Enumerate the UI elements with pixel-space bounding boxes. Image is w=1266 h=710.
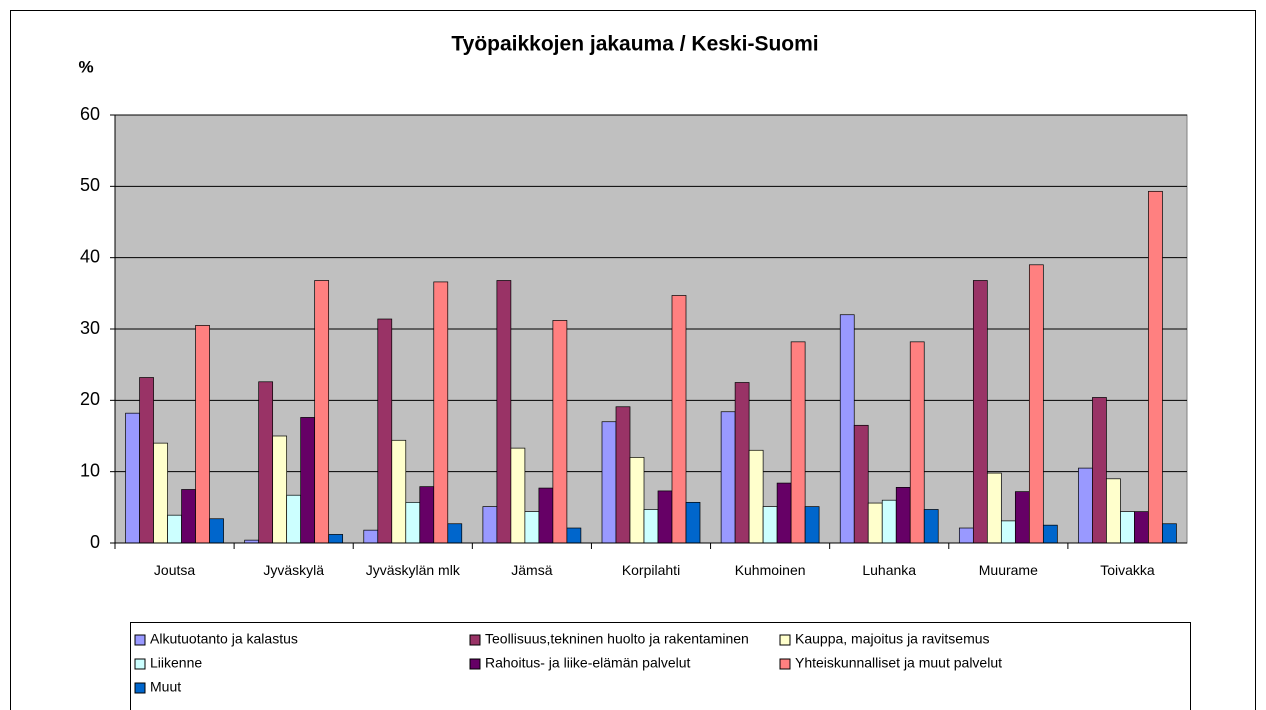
legend-label: Alkutuotanto ja kalastus: [150, 631, 298, 647]
x-tick-label: Muurame: [978, 562, 1038, 578]
legend-swatch: [134, 682, 146, 694]
bar: [657, 490, 673, 544]
bar: [762, 506, 778, 544]
bar: [286, 494, 302, 544]
bar: [986, 472, 1002, 544]
legend-swatch: [779, 634, 791, 646]
bar: [538, 487, 554, 544]
y-axis-label: %: [78, 57, 93, 76]
legend-box: [130, 622, 1191, 710]
bar: [510, 447, 526, 544]
legend-label: Rahoitus- ja liike-elämän palvelut: [485, 655, 691, 671]
y-tick-label: 20: [80, 389, 100, 409]
bar: [1014, 491, 1030, 544]
bar: [153, 442, 168, 544]
legend-label: Liikenne: [150, 655, 202, 671]
x-tick-label: Korpilahti: [621, 562, 681, 578]
x-tick-label: Jämsä: [511, 562, 553, 578]
bar: [1106, 478, 1121, 544]
bar: [1134, 511, 1149, 544]
bar: [496, 280, 512, 544]
bar: [671, 295, 687, 544]
legend-label: Teollisuus,tekninen huolto ja rakentamin…: [485, 631, 749, 647]
bar: [1000, 520, 1016, 544]
y-tick-label: 30: [80, 318, 100, 338]
bar: [125, 412, 140, 544]
bar: [566, 527, 582, 544]
bar: [524, 511, 540, 544]
bar: [405, 501, 421, 544]
legend-label: Muut: [150, 679, 181, 695]
bar: [685, 501, 701, 544]
bar: [601, 421, 617, 544]
x-tick-label: Toivakka: [1100, 562, 1155, 578]
bar: [1162, 523, 1177, 544]
bar: [391, 439, 407, 544]
bar: [1078, 467, 1093, 544]
legend-swatch: [469, 634, 481, 646]
bar: [839, 314, 855, 544]
bar: [958, 527, 974, 544]
bar: [209, 518, 224, 544]
bar: [881, 499, 897, 544]
y-tick-label: 60: [80, 104, 100, 124]
legend-label: Yhteiskunnalliset ja muut palvelut: [795, 655, 1002, 671]
bar: [972, 280, 988, 544]
bar: [419, 486, 435, 544]
bar: [1042, 524, 1058, 544]
bar: [629, 457, 645, 544]
legend-swatch: [469, 658, 481, 670]
x-tick-label: Jyväskylä: [263, 562, 324, 578]
x-tick-label: Jyväskylän mlk: [365, 562, 460, 578]
bar: [181, 489, 196, 544]
y-tick-label: 50: [80, 175, 100, 195]
bar: [1092, 397, 1107, 544]
bar: [923, 509, 939, 544]
bar: [1148, 190, 1163, 544]
bar: [167, 514, 182, 544]
bar: [748, 449, 764, 544]
bar: [377, 318, 393, 544]
bar: [895, 487, 911, 544]
bar: [328, 534, 344, 544]
bar: [139, 377, 154, 544]
bar: [258, 381, 274, 544]
bar: [615, 406, 631, 544]
bar: [853, 424, 869, 544]
bar: [643, 509, 659, 544]
x-tick-label: Kuhmoinen: [734, 562, 806, 578]
bar: [734, 382, 750, 544]
bar: [433, 281, 449, 544]
bar: [300, 417, 316, 544]
bar: [363, 529, 379, 544]
bar: [804, 506, 820, 544]
y-tick-label: 0: [90, 532, 100, 552]
legend-label: Kauppa, majoitus ja ravitsemus: [795, 631, 990, 647]
bar: [1028, 264, 1044, 544]
bar: [909, 341, 925, 544]
bar: [314, 280, 330, 544]
bar: [195, 325, 210, 544]
bar: [552, 320, 568, 544]
bar: [720, 411, 736, 544]
legend-swatch: [779, 658, 791, 670]
bar: [790, 341, 806, 544]
x-tick-label: Luhanka: [862, 562, 917, 578]
bar: [1120, 511, 1135, 544]
bar: [776, 482, 792, 544]
bar: [272, 435, 288, 544]
legend-swatch: [134, 634, 146, 646]
bar: [867, 502, 883, 544]
legend-swatch: [134, 658, 146, 670]
y-tick-label: 40: [80, 246, 100, 266]
bar: [447, 523, 463, 544]
y-tick-label: 10: [80, 460, 100, 480]
bar: [482, 506, 498, 544]
x-tick-label: Joutsa: [153, 562, 196, 578]
chart-title: Työpaikkojen jakauma / Keski-Suomi: [451, 33, 818, 56]
